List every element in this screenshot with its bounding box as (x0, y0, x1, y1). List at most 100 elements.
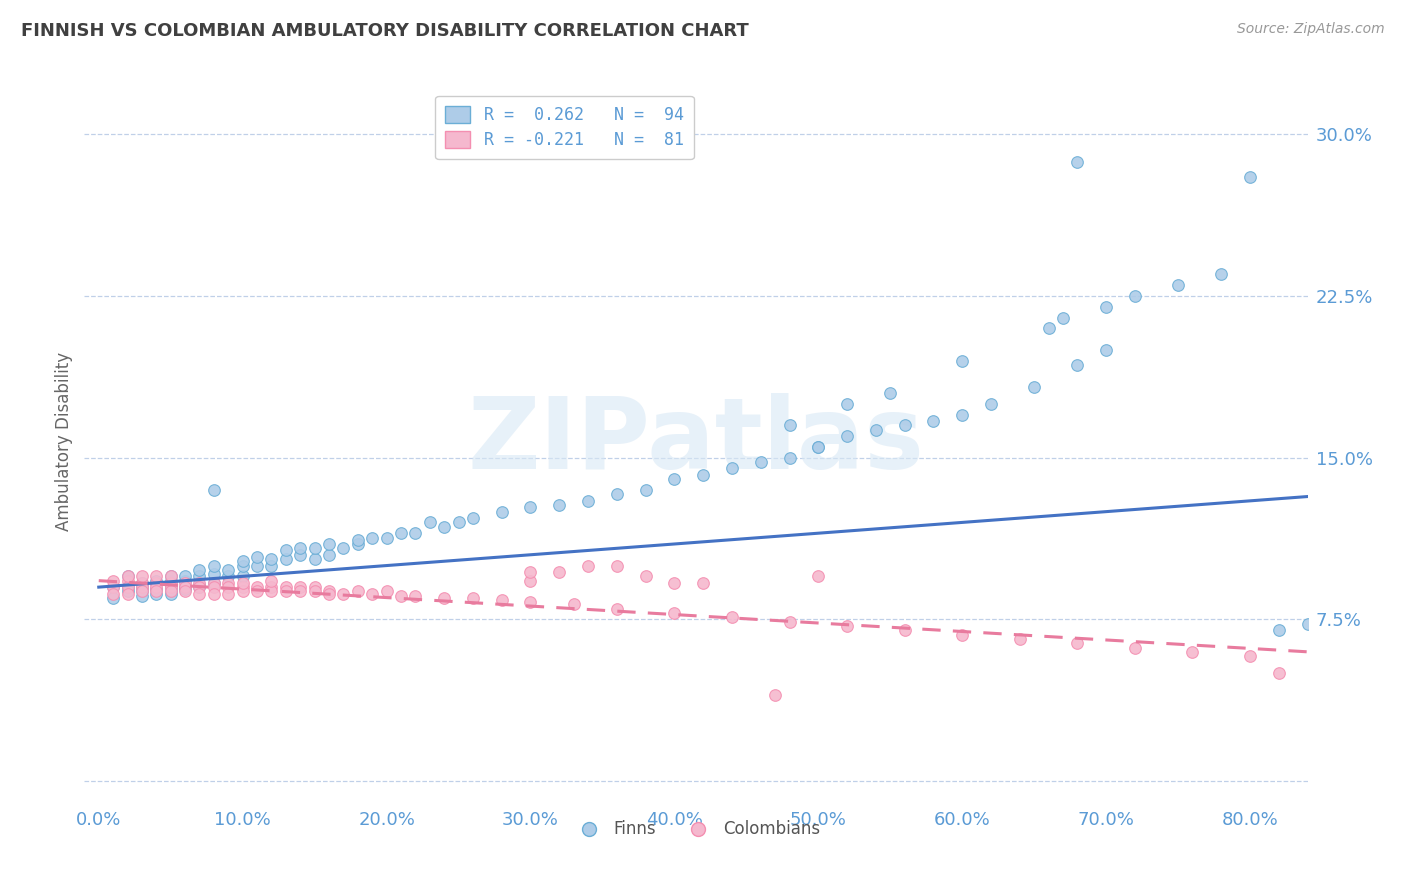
Point (101, 574, 124, 588)
Point (145, 582, 167, 597)
Point (922, 414, 945, 428)
Point (274, 584, 297, 599)
Point (232, 575, 254, 590)
Point (664, 606, 686, 620)
Point (318, 548, 340, 562)
Point (304, 580, 326, 594)
Point (117, 569, 139, 583)
Point (304, 541, 326, 556)
Text: FINNISH VS COLOMBIAN AMBULATORY DISABILITY CORRELATION CHART: FINNISH VS COLOMBIAN AMBULATORY DISABILI… (21, 22, 749, 40)
Point (217, 563, 239, 577)
Point (174, 584, 197, 599)
Point (332, 586, 354, 600)
Point (145, 586, 167, 600)
Point (375, 584, 398, 599)
Point (332, 541, 354, 556)
Point (174, 580, 197, 594)
Point (1095, 343, 1118, 357)
Point (202, 580, 225, 594)
Point (519, 574, 541, 588)
Point (1123, 640, 1146, 655)
Point (721, 610, 744, 624)
Point (188, 563, 211, 577)
Point (145, 584, 167, 599)
Point (950, 353, 973, 368)
Point (606, 558, 628, 573)
Point (101, 580, 124, 594)
Point (548, 498, 571, 512)
Point (433, 591, 456, 605)
Point (188, 586, 211, 600)
Text: ZIPatlas: ZIPatlas (468, 393, 924, 490)
Point (145, 569, 167, 583)
Point (1095, 300, 1118, 314)
Point (131, 575, 153, 590)
Point (246, 549, 269, 564)
Point (174, 569, 197, 583)
Point (290, 548, 312, 562)
Point (749, 455, 772, 469)
Point (145, 575, 167, 590)
Point (260, 574, 283, 588)
Point (174, 582, 197, 597)
Point (117, 580, 139, 594)
Point (461, 511, 484, 525)
Point (692, 575, 714, 590)
Point (1239, 170, 1261, 185)
Point (101, 586, 124, 600)
Point (304, 552, 326, 566)
Point (159, 569, 181, 583)
Point (159, 574, 181, 588)
Point (519, 565, 541, 579)
Point (117, 584, 139, 599)
Point (404, 526, 426, 541)
Point (664, 575, 686, 590)
Point (893, 624, 915, 638)
Point (159, 584, 181, 599)
Point (159, 584, 181, 599)
Point (202, 483, 225, 497)
Point (835, 429, 858, 443)
Point (346, 584, 368, 599)
Point (1052, 310, 1074, 325)
Point (634, 569, 657, 583)
Point (835, 619, 858, 633)
Point (950, 408, 973, 422)
Point (807, 440, 830, 454)
Point (232, 558, 254, 573)
Point (519, 500, 541, 515)
Point (274, 552, 297, 566)
Point (807, 440, 830, 454)
Point (145, 575, 167, 590)
Point (260, 580, 283, 594)
Point (131, 580, 153, 594)
Point (217, 580, 239, 594)
Point (202, 567, 225, 582)
Point (159, 575, 181, 590)
Point (117, 574, 139, 588)
Point (519, 595, 541, 609)
Point (865, 423, 887, 437)
Point (1123, 289, 1146, 303)
Point (145, 580, 167, 594)
Point (346, 533, 368, 547)
Point (202, 575, 225, 590)
Point (361, 586, 384, 600)
Point (1239, 649, 1261, 664)
Point (433, 520, 456, 534)
Point (807, 569, 830, 583)
Point (1038, 321, 1060, 335)
Point (361, 531, 384, 545)
Point (174, 574, 197, 588)
Point (606, 601, 628, 615)
Point (1268, 666, 1291, 681)
Point (260, 552, 283, 566)
Point (274, 543, 297, 558)
Point (274, 580, 297, 594)
Point (117, 569, 139, 583)
Point (692, 467, 714, 482)
Point (260, 584, 283, 599)
Point (1066, 358, 1088, 372)
Point (131, 584, 153, 599)
Point (101, 580, 124, 594)
